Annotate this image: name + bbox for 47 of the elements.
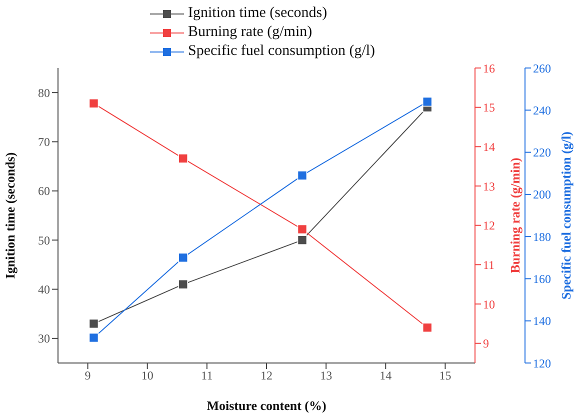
legend-label: Ignition time (seconds) xyxy=(188,5,328,22)
y3-tick-label: 160 xyxy=(533,272,551,286)
y2-tick-label: 12 xyxy=(483,218,495,233)
y3-axis-title: Specific fuel consumption (g/l) xyxy=(558,132,574,300)
y3-tick-label: 180 xyxy=(533,230,551,244)
point xyxy=(88,98,99,108)
y3-tick-label: 120 xyxy=(533,356,551,370)
y2-tick-label: 10 xyxy=(483,297,495,312)
x-tick-label: 11 xyxy=(201,368,213,383)
point xyxy=(297,224,308,234)
point xyxy=(178,279,188,290)
y2-tick-label: 16 xyxy=(483,61,495,76)
y3-tick-label: 220 xyxy=(533,146,551,160)
x-axis-title: Moisture content (%) xyxy=(206,398,326,413)
y3-tick-label: 200 xyxy=(533,188,551,202)
y-tick-label: 40 xyxy=(38,282,50,297)
legend-label: Burning rate (g/min) xyxy=(188,24,312,41)
y-tick-label: 60 xyxy=(38,184,50,198)
legend-label: Specific fuel consumption (g/l) xyxy=(188,43,376,60)
y3-tick-label: 140 xyxy=(533,314,551,328)
point xyxy=(178,252,188,263)
x-tick-label: 13 xyxy=(320,368,332,383)
x-tick-label: 9 xyxy=(84,368,91,383)
y2-tick-label: 9 xyxy=(483,336,489,351)
y2-tick-label: 14 xyxy=(483,140,495,154)
point xyxy=(422,96,432,107)
point xyxy=(88,318,99,329)
y-tick-label: 70 xyxy=(38,135,50,150)
point xyxy=(297,170,308,180)
point xyxy=(297,235,308,245)
point xyxy=(178,154,188,164)
point xyxy=(422,322,432,332)
y2-tick-label: 11 xyxy=(483,258,495,272)
y-tick-label: 80 xyxy=(38,86,50,100)
y3-tick-label: 240 xyxy=(533,103,551,118)
y2-tick-label: 15 xyxy=(483,100,495,115)
x-tick-label: 14 xyxy=(380,368,392,383)
y-tick-label: 30 xyxy=(38,332,50,346)
y3-tick-label: 260 xyxy=(533,61,551,76)
y-axis-title: Ignition time (seconds) xyxy=(2,152,18,279)
x-tick-label: 12 xyxy=(260,368,272,383)
y2-axis-title: Burning rate (g/min) xyxy=(508,158,523,274)
y2-tick-label: 13 xyxy=(483,179,495,194)
x-tick-label: 15 xyxy=(439,368,452,383)
x-tick-label: 10 xyxy=(141,368,154,383)
point xyxy=(88,332,99,343)
y-tick-label: 50 xyxy=(38,233,50,248)
